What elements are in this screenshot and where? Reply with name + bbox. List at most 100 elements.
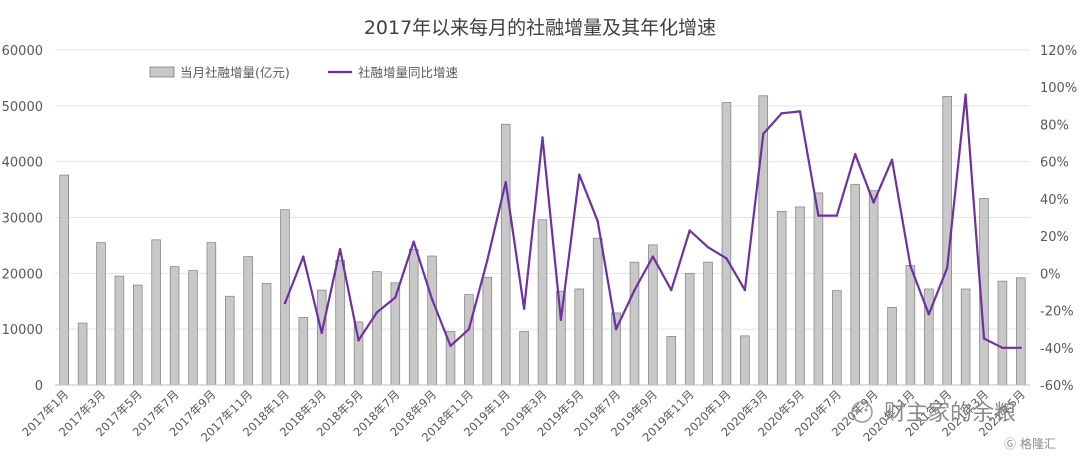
bar [666,336,677,386]
bar [997,280,1008,386]
x-axis: 2017年1月2017年3月2017年5月2017年7月2017年9月2017年… [19,384,1030,444]
bar [648,244,658,386]
line-point [817,214,820,217]
watermark-wechat-icon-eye [856,408,860,412]
line-point [743,288,747,292]
line-point [982,337,986,340]
bar [188,270,198,386]
line-point [559,318,563,322]
line-point [302,255,305,258]
bar [353,321,364,386]
watermark-badge-icon: Ⓖ [1004,437,1016,451]
line-point [596,220,599,223]
line-point [504,180,507,184]
line-point [964,93,967,96]
y-right-tick-label: -60% [1040,379,1074,394]
line-point [467,327,471,331]
line-point [412,240,415,243]
line-point [394,296,397,299]
y-right-tick-label: 0% [1040,267,1061,282]
line-point [927,313,931,316]
bar [592,237,603,386]
bar [96,242,106,386]
bar [832,290,842,386]
y-left-tick-label: 60000 [2,44,43,59]
bar [59,174,69,386]
watermark-wechat-icon [851,401,873,423]
bar [960,288,971,386]
bar [243,256,253,386]
bar [169,266,180,386]
bar [114,275,125,386]
watermark-wechat-icon-eye [864,408,868,412]
line-point [541,136,544,139]
line-point [946,266,949,269]
bar [335,260,345,386]
line-point [909,264,912,268]
line-point [578,173,581,176]
legend-bar-swatch [149,66,175,78]
y-left-tick-label: 40000 [2,156,43,171]
bar [740,335,750,386]
bar [795,206,805,386]
bar [482,276,493,386]
line-point [449,344,452,348]
bar [316,289,327,386]
bar-series [59,95,1026,386]
bar [813,192,824,386]
legend-line-label: 社融增量同比增速 [358,65,459,80]
bar [703,261,713,386]
y-left-tick-label: 30000 [2,212,43,227]
chart-title: 2017年以来每月的社融增量及其年化增速 [364,17,716,39]
watermark-badge-text: 格隆汇 [1020,436,1056,451]
line-point [725,257,728,260]
bar [519,331,529,386]
bar [556,290,566,386]
bar [537,219,548,386]
bar [206,242,217,386]
y-left-tick-label: 50000 [2,100,43,115]
bar [133,284,143,386]
line-point [835,214,839,217]
bar [684,272,695,386]
bar [427,255,437,386]
line-point [633,288,636,292]
line-point [1019,346,1023,349]
bar [887,307,897,386]
y-right-tick-label: 60% [1040,156,1069,171]
y-right-tick-label: 80% [1040,118,1069,133]
y-right-tick-label: 20% [1040,230,1069,245]
bar [905,265,916,386]
line-point [430,298,434,301]
line-point [522,307,526,310]
line-point [688,229,691,232]
bar [629,261,640,386]
bar [721,102,732,386]
line-point [762,132,765,135]
bar [372,271,382,386]
line-point [283,301,287,305]
watermark-text: 财主家的余粮 [884,401,1016,426]
y-axis-left: 0 10000 20000 30000 40000 50000 60000 [2,44,43,394]
line-point [486,259,489,262]
line-point [375,311,379,314]
line-point [854,153,857,156]
bar [574,288,585,386]
line-point [338,247,342,251]
line-point [670,288,673,292]
watermark-badge-bg [1000,432,1074,454]
bar [77,322,88,386]
bar [1016,277,1026,386]
y-right-tick-label: 120% [1040,44,1077,59]
legend: 当月社融增量(亿元) 社融增量同比增速 [149,65,459,80]
bar [224,295,235,386]
line-point [706,246,710,249]
line-series [283,93,1023,349]
bar [464,294,474,386]
y-right-tick-label: -20% [1040,305,1074,320]
y-left-tick-label: 20000 [2,267,43,282]
bar [151,239,161,386]
line-point [872,201,875,204]
y-left-tick-label: 10000 [2,323,43,338]
